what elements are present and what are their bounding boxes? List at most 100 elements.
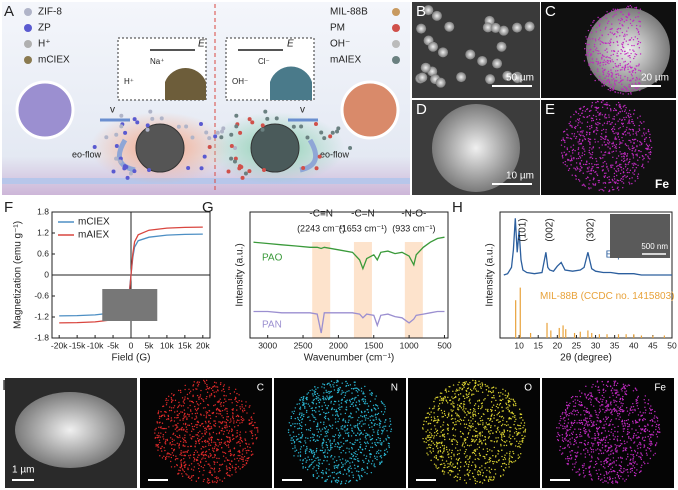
signal-dot	[628, 171, 630, 174]
x-tick-label: 5k	[144, 340, 154, 350]
signal-dot	[598, 50, 600, 52]
signal-dot	[381, 431, 384, 433]
signal-dot	[612, 142, 614, 145]
signal-dot	[340, 480, 343, 483]
signal-dot	[618, 394, 620, 396]
signal-dot	[484, 436, 487, 438]
signal-dot	[361, 398, 364, 400]
signal-dot	[364, 419, 367, 421]
signal-dot	[458, 469, 461, 472]
signal-dot	[604, 42, 606, 44]
signal-dot	[501, 406, 503, 409]
ion-dot	[207, 136, 212, 141]
signal-dot	[615, 181, 617, 183]
signal-dot	[363, 461, 365, 463]
signal-dot	[308, 451, 311, 453]
signal-dot	[640, 150, 642, 153]
signal-dot	[208, 386, 211, 389]
signal-dot	[579, 428, 582, 431]
signal-dot	[592, 178, 595, 181]
signal-dot	[222, 433, 225, 435]
signal-dot	[595, 60, 598, 63]
signal-dot	[200, 453, 202, 455]
signal-dot	[176, 425, 178, 427]
signal-dot	[436, 421, 438, 424]
signal-dot	[612, 423, 614, 426]
signal-dot	[504, 394, 506, 397]
signal-dot	[518, 442, 520, 445]
signal-dot	[183, 457, 185, 460]
signal-dot	[594, 437, 597, 440]
signal-dot	[513, 432, 516, 434]
signal-dot	[521, 437, 523, 440]
signal-dot	[336, 379, 338, 382]
signal-dot	[425, 420, 428, 423]
signal-dot	[612, 141, 614, 143]
signal-dot	[469, 455, 471, 458]
signal-dot	[601, 114, 604, 116]
signal-dot	[205, 445, 207, 448]
signal-dot	[184, 396, 186, 398]
signal-dot	[210, 393, 213, 395]
signal-dot	[649, 457, 652, 460]
signal-dot	[598, 179, 601, 182]
signal-dot	[314, 386, 316, 388]
signal-dot	[606, 477, 609, 479]
signal-dot	[601, 129, 603, 132]
microsphere	[524, 21, 535, 32]
signal-dot	[159, 441, 161, 444]
signal-dot	[568, 414, 570, 417]
signal-dot	[605, 400, 608, 402]
signal-dot	[447, 433, 449, 435]
signal-dot	[628, 14, 630, 17]
signal-dot	[374, 457, 376, 460]
signal-dot	[465, 423, 468, 426]
signal-dot	[195, 434, 197, 436]
signal-dot	[299, 451, 302, 453]
signal-dot	[601, 34, 603, 36]
signal-dot	[626, 171, 629, 174]
signal-dot	[254, 434, 257, 436]
signal-dot	[487, 417, 489, 420]
ion-dot	[128, 171, 133, 176]
signal-dot	[637, 173, 640, 175]
signal-dot	[452, 427, 454, 429]
signal-dot	[594, 439, 596, 441]
signal-dot	[600, 138, 602, 141]
signal-dot	[234, 398, 236, 401]
signal-dot	[612, 33, 615, 36]
signal-dot	[605, 458, 607, 461]
signal-dot	[177, 457, 179, 460]
signal-dot	[299, 454, 302, 456]
signal-dot	[632, 390, 635, 392]
signal-dot	[604, 445, 607, 448]
signal-dot	[635, 6, 638, 9]
signal-dot	[311, 409, 314, 412]
signal-dot	[606, 407, 608, 409]
x-tick-label: 10k	[160, 340, 174, 350]
signal-dot	[328, 469, 330, 471]
signal-dot	[309, 419, 311, 422]
signal-dot	[208, 437, 210, 439]
signal-dot	[216, 449, 218, 451]
signal-dot	[648, 144, 651, 146]
signal-dot	[626, 126, 628, 129]
signal-dot	[617, 133, 619, 136]
signal-dot	[634, 419, 637, 422]
signal-dot	[601, 170, 604, 172]
signal-dot	[182, 438, 185, 441]
signal-dot	[597, 63, 599, 65]
signal-dot	[511, 443, 513, 445]
signal-dot	[484, 425, 486, 428]
signal-dot	[174, 466, 176, 468]
signal-dot	[440, 426, 442, 428]
signal-dot	[341, 425, 344, 427]
signal-dot	[601, 144, 603, 146]
signal-dot	[334, 400, 337, 403]
signal-dot	[364, 403, 366, 405]
signal-dot	[624, 384, 626, 387]
signal-dot	[200, 465, 203, 468]
signal-dot	[343, 443, 345, 445]
signal-dot	[486, 385, 489, 387]
signal-dot	[376, 456, 378, 458]
